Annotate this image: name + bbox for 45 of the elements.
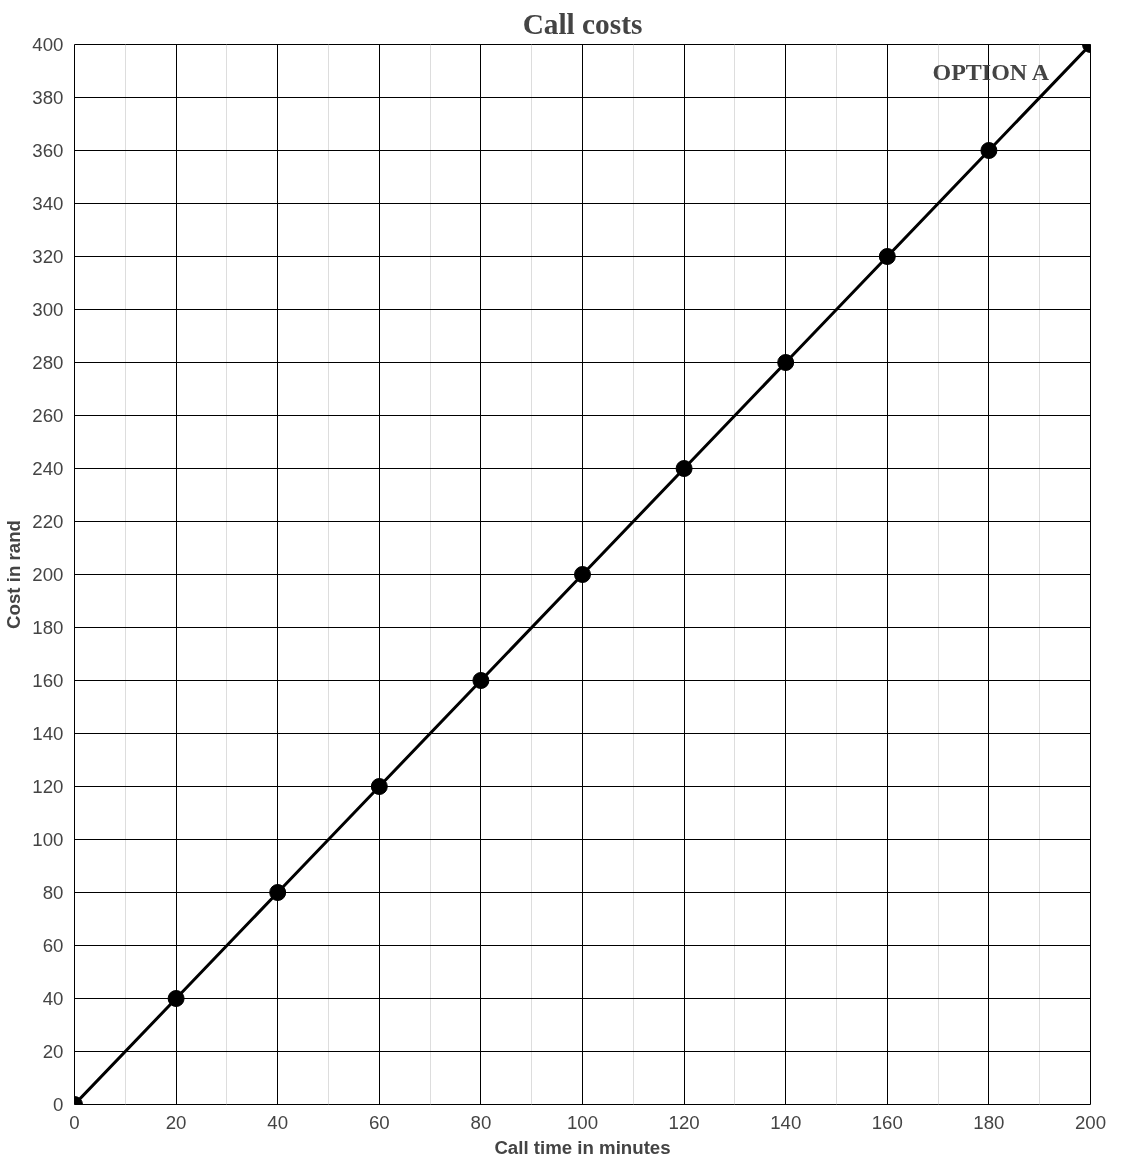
point bbox=[167, 990, 185, 1007]
x-tick-label: 200 bbox=[1074, 1111, 1107, 1133]
point bbox=[370, 778, 388, 795]
y-tick-label: 100 bbox=[32, 829, 64, 850]
x-tick-label: 40 bbox=[267, 1111, 289, 1133]
y-tick-label: 60 bbox=[42, 935, 64, 956]
point bbox=[675, 460, 693, 477]
x-tick-label: 140 bbox=[770, 1111, 802, 1133]
y-tick-label: 20 bbox=[42, 1041, 64, 1062]
point bbox=[269, 884, 287, 901]
x-tick-label: 80 bbox=[470, 1111, 492, 1133]
point bbox=[980, 142, 998, 159]
y-tick-label: 380 bbox=[32, 87, 64, 108]
chart-title: Call costs bbox=[522, 7, 643, 40]
y-tick-label: 200 bbox=[32, 564, 64, 585]
y-tick-label: 240 bbox=[32, 458, 64, 479]
x-tick-label: 0 bbox=[69, 1111, 80, 1133]
point bbox=[878, 248, 896, 265]
point bbox=[777, 354, 795, 371]
line-series bbox=[74, 44, 1091, 1105]
y-tick-label: 160 bbox=[32, 670, 64, 691]
x-tick-label: 20 bbox=[165, 1111, 187, 1133]
y-tick-label: 120 bbox=[32, 776, 64, 797]
x-tick-label: 100 bbox=[566, 1111, 599, 1133]
x-axis-title: Call time in minutes bbox=[494, 1136, 671, 1158]
point bbox=[472, 672, 490, 689]
y-tick-label: 280 bbox=[32, 352, 64, 373]
x-tick-label: 60 bbox=[368, 1111, 390, 1133]
y-tick-label: 340 bbox=[32, 193, 64, 214]
y-tick-label: 400 bbox=[32, 34, 64, 55]
y-tick-label: 220 bbox=[32, 511, 64, 532]
y-tick-label: 300 bbox=[32, 299, 64, 320]
y-tick-label: 0 bbox=[53, 1094, 64, 1115]
x-tick-label: 160 bbox=[871, 1111, 903, 1133]
point bbox=[574, 566, 591, 583]
y-tick-label: 140 bbox=[32, 723, 64, 744]
y-tick-label: 40 bbox=[42, 988, 64, 1009]
y-tick-label: 260 bbox=[32, 405, 64, 426]
y-tick-label: 360 bbox=[32, 140, 64, 161]
y-tick-label: 180 bbox=[32, 617, 64, 638]
y-axis-title: Cost in rand bbox=[3, 520, 25, 629]
x-tick-label: 180 bbox=[973, 1111, 1005, 1133]
x-tick-label: 120 bbox=[668, 1111, 700, 1133]
y-tick-label: 80 bbox=[42, 882, 64, 903]
y-tick-label: 320 bbox=[32, 246, 64, 267]
